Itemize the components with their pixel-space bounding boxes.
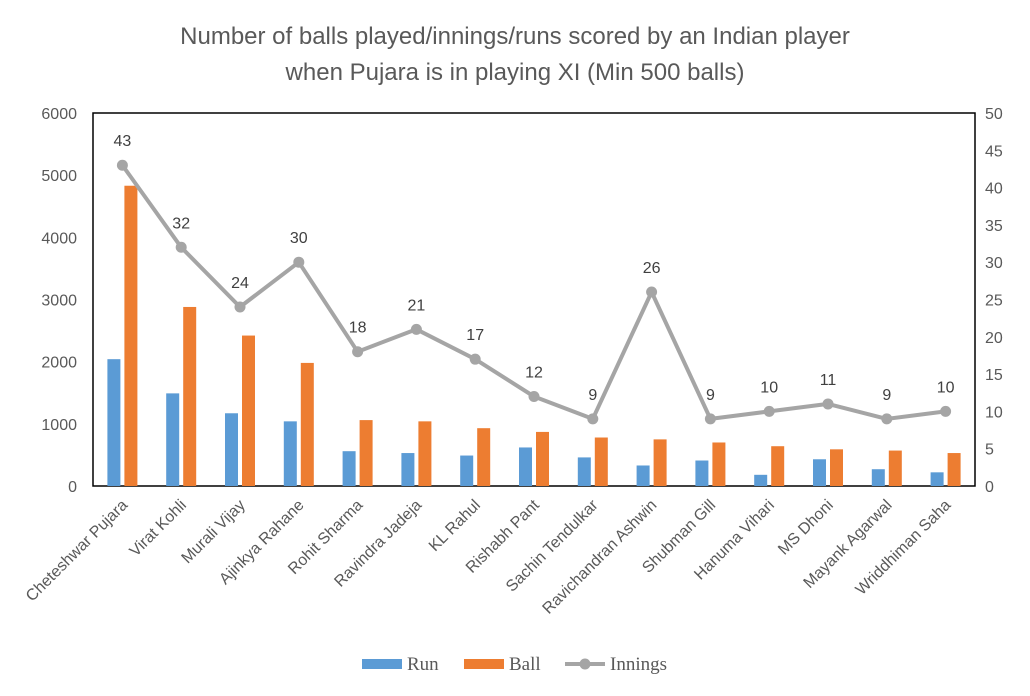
legend-innings-swatch-marker [579,658,591,670]
innings-point [116,159,128,171]
right-axis-tick-label: 0 [985,479,994,496]
innings-data-label: 32 [172,215,190,232]
run-bar [342,451,356,486]
innings-point [175,241,187,253]
left-axis-tick-label: 1000 [41,417,77,434]
left-axis-tick-label: 3000 [41,293,77,310]
run-bar [636,465,650,486]
run-bar [930,472,944,486]
ball-bar [242,335,255,486]
run-bar [225,413,238,486]
right-axis-tick-label: 10 [985,404,1003,421]
run-bar [107,359,121,486]
right-axis-tick-label: 50 [985,106,1003,123]
legend: Run Ball Innings [362,654,667,675]
run-bar [283,421,297,486]
innings-data-label: 18 [349,320,367,337]
ball-bar [888,450,902,486]
run-bar [577,457,591,486]
innings-data-label: 9 [706,387,715,404]
left-axis-tick-label: 5000 [41,168,77,185]
ball-bar [653,439,667,486]
ball-bar [771,446,785,486]
innings-point [704,413,716,425]
right-axis-tick-label: 30 [985,255,1003,272]
category-label: Ravichandran Ashwin [540,497,661,618]
left-axis-tick-label: 6000 [41,106,77,123]
run-bar [695,460,709,486]
innings-data-label: 11 [820,372,837,389]
innings-data-label: 12 [525,364,543,381]
category-label: Virat Kohli [127,497,190,560]
left-axis-tick-label: 4000 [41,230,77,247]
innings-data-label: 10 [760,379,778,396]
ball-bar [594,437,608,486]
chart-title-line-2: when Pujara is in playing XI (Min 500 ba… [285,59,745,86]
right-axis-tick-label: 40 [985,181,1003,198]
ball-bar [300,362,314,486]
right-axis-tick-label: 45 [985,143,1003,160]
category-label: Cheteshwar Pujara [23,497,131,605]
ball-bar [536,431,549,486]
innings-point [940,405,952,417]
ball-bar [418,421,432,486]
plot-area-border [92,112,976,487]
ball-bar [183,306,197,486]
run-bar [460,455,474,486]
left-axis-tick-label: 0 [68,479,77,496]
innings-data-label: 24 [231,275,249,292]
run-bar [754,474,768,486]
innings-point [234,301,246,313]
innings-data-label: 21 [408,297,426,314]
ball-bar [477,428,491,486]
run-bar [166,393,180,486]
innings-point [293,256,305,268]
legend-run-swatch [362,659,402,669]
innings-point [646,286,658,298]
legend-run-label: Run [407,654,439,675]
legend-ball-swatch [464,659,504,669]
chart-title-line-1: Number of balls played/innings/runs scor… [180,23,850,50]
category-label: MS Dhoni [775,497,837,559]
innings-point [528,390,540,402]
legend-innings-label: Innings [610,654,667,675]
innings-point [587,413,599,425]
right-axis-tick-label: 5 [985,442,994,459]
innings-point [410,323,422,335]
innings-data-label: 30 [290,230,308,247]
innings-data-label: 43 [114,133,132,150]
innings-point [469,353,481,365]
ball-bar [359,420,373,486]
ball-bar [947,453,961,486]
ball-bar [124,185,138,487]
innings-data-label: 26 [643,260,661,277]
ball-bar [712,442,726,486]
right-axis-tick-label: 35 [985,218,1003,235]
innings-data-label: 10 [937,379,955,396]
run-bar [519,447,532,486]
innings-data-label: 9 [882,387,891,404]
ball-bar [830,449,843,486]
run-bar [813,459,826,486]
innings-data-label: 9 [588,387,597,404]
innings-point [881,413,893,425]
right-axis-tick-label: 20 [985,330,1003,347]
run-bar [871,469,885,486]
innings-point [822,398,834,410]
innings-data-label: 17 [466,327,484,344]
innings-point [352,346,364,358]
category-label: KL Rahul [426,497,484,555]
right-axis-tick-label: 15 [985,367,1003,384]
innings-point [763,405,775,417]
left-axis-tick-label: 2000 [41,355,77,372]
run-bar [401,453,415,486]
right-axis-tick-label: 25 [985,293,1003,310]
legend-ball-label: Ball [509,654,541,675]
